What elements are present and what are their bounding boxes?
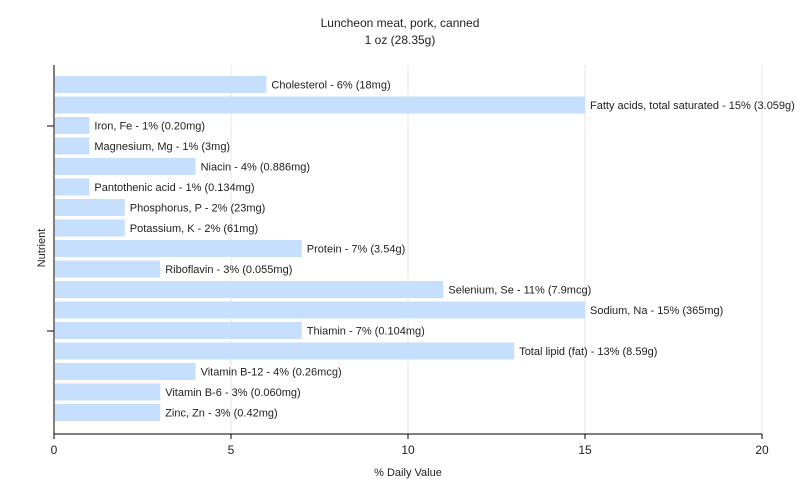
bar-label: Zinc, Zn - 3% (0.42mg) bbox=[165, 408, 277, 420]
bar-label: Vitamin B-12 - 4% (0.26mcg) bbox=[201, 367, 342, 379]
bar-label: Cholesterol - 6% (18mg) bbox=[271, 80, 390, 92]
bar bbox=[55, 342, 515, 360]
bar bbox=[55, 322, 302, 339]
chart-subtitle: 1 oz (28.35g) bbox=[365, 33, 436, 47]
x-tick-label: 20 bbox=[755, 443, 769, 457]
bars bbox=[55, 76, 585, 421]
x-axis-ticks: 0 5 10 15 20 bbox=[51, 434, 769, 457]
bar-label: Riboflavin - 3% (0.055mg) bbox=[165, 264, 292, 276]
bar bbox=[55, 240, 302, 257]
x-axis-label: % Daily Value bbox=[374, 467, 442, 479]
x-tick-label: 5 bbox=[228, 443, 235, 457]
x-tick-label: 10 bbox=[401, 443, 415, 457]
bar-label: Total lipid (fat) - 13% (8.59g) bbox=[519, 346, 657, 358]
y-axis-label: Nutrient bbox=[36, 229, 48, 268]
bar-labels: Cholesterol - 6% (18mg) Fatty acids, tota… bbox=[94, 80, 794, 420]
bar bbox=[55, 383, 161, 401]
bar-label: Selenium, Se - 11% (7.9mcg) bbox=[448, 285, 591, 297]
bar bbox=[55, 117, 90, 134]
bar bbox=[55, 76, 267, 93]
bar-label: Fatty acids, total saturated - 15% (3.05… bbox=[590, 100, 795, 112]
bar-label: Magnesium, Mg - 1% (3mg) bbox=[94, 141, 230, 153]
bar bbox=[55, 404, 161, 421]
x-tick-label: 15 bbox=[578, 443, 592, 457]
bar bbox=[55, 363, 196, 380]
chart-title: Luncheon meat, pork, canned bbox=[321, 16, 480, 30]
bar-label: Protein - 7% (3.54g) bbox=[307, 244, 405, 256]
bar-label: Sodium, Na - 15% (365mg) bbox=[590, 305, 723, 317]
bar-label: Pantothenic acid - 1% (0.134mg) bbox=[94, 182, 254, 194]
bar-label: Vitamin B-6 - 3% (0.060mg) bbox=[165, 387, 301, 399]
bar-label: Thiamin - 7% (0.104mg) bbox=[307, 326, 425, 338]
bar bbox=[55, 219, 125, 237]
bar bbox=[55, 260, 161, 278]
bar-label: Potassium, K - 2% (61mg) bbox=[130, 223, 258, 235]
bar-label: Niacin - 4% (0.886mg) bbox=[201, 162, 310, 174]
bar bbox=[55, 199, 125, 216]
bar bbox=[55, 137, 90, 155]
bar bbox=[55, 158, 196, 175]
x-tick-label: 0 bbox=[51, 443, 58, 457]
bar-label: Phosphorus, P - 2% (23mg) bbox=[130, 203, 266, 215]
bar bbox=[55, 281, 444, 298]
bar bbox=[55, 301, 585, 319]
bar bbox=[55, 178, 90, 196]
bar-label: Iron, Fe - 1% (0.20mg) bbox=[94, 121, 205, 133]
bar bbox=[55, 96, 585, 114]
